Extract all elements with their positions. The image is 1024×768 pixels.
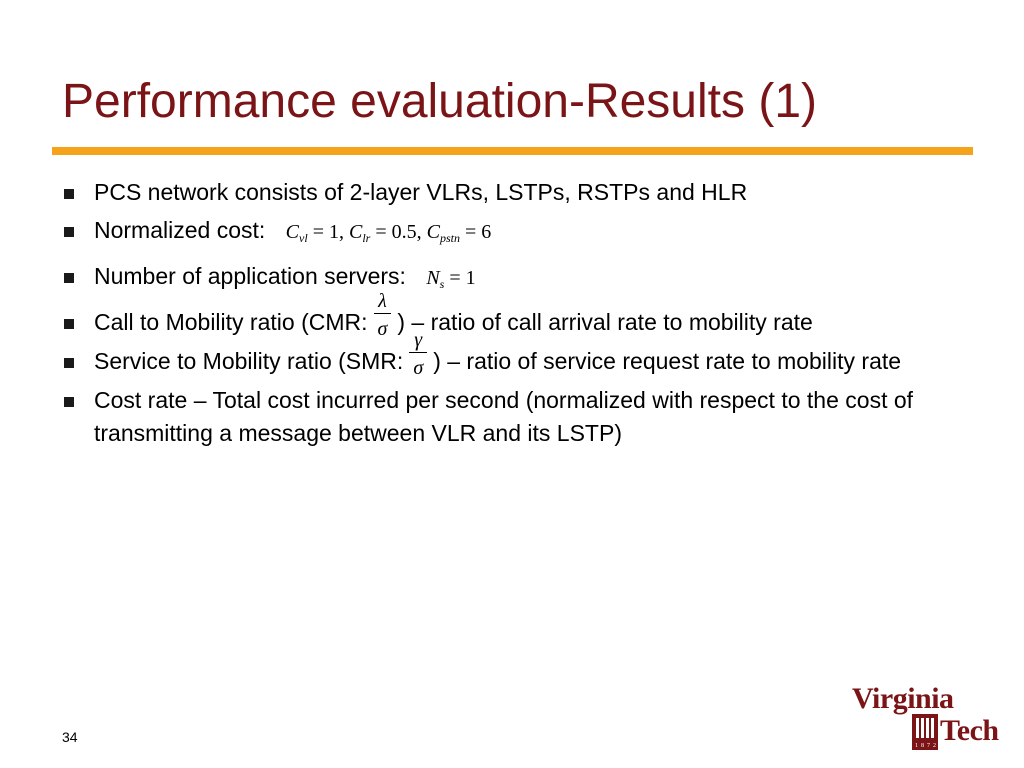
bullet-square-icon bbox=[64, 227, 74, 237]
logo-digit-3: 7 bbox=[927, 743, 930, 749]
logo-digit-2: 8 bbox=[921, 743, 924, 749]
bullet-normalized-cost: Normalized cost: Cvl = 1, Clr = 0.5, Cps… bbox=[62, 214, 962, 255]
bullet-text-before: Call to Mobility ratio (CMR: bbox=[94, 309, 368, 335]
logo-word-virginia: Virginia bbox=[852, 682, 954, 715]
c-pstn-value: = 6 bbox=[464, 221, 492, 243]
c-vl-symbol: C bbox=[285, 221, 300, 243]
bullet-text: Normalized cost: bbox=[94, 217, 266, 243]
c-lr-value: = 0.5, bbox=[375, 221, 422, 243]
page-number: 34 bbox=[62, 729, 78, 745]
servers-formula: Ns = 1 bbox=[426, 267, 476, 291]
bullet-text: Cost rate – Total cost incurred per seco… bbox=[94, 386, 914, 446]
virginia-tech-logo: Virginia 1 8 7 2 Tech bbox=[852, 682, 1012, 754]
logo-digit-4: 2 bbox=[933, 743, 936, 749]
bullet-application-servers: Number of application servers: Ns = 1 bbox=[62, 260, 962, 301]
title-divider bbox=[52, 147, 973, 155]
sigma-denominator: σ bbox=[413, 356, 424, 379]
bullet-square-icon bbox=[64, 319, 74, 329]
c-vl-value: = 1, bbox=[312, 221, 344, 243]
logo-word-tech: Tech bbox=[940, 714, 999, 747]
lambda-numerator: λ bbox=[378, 289, 387, 312]
bullet-list: PCS network consists of 2-layer VLRs, LS… bbox=[62, 176, 962, 455]
fraction-bar bbox=[409, 351, 428, 353]
bullet-square-icon bbox=[64, 396, 74, 407]
bullet-text-after: ) – ratio of call arrival rate to mobili… bbox=[397, 309, 813, 335]
c-lr-subscript: lr bbox=[362, 231, 371, 245]
logo-building-icon: 1 8 7 2 bbox=[912, 714, 938, 750]
n-value: = 1 bbox=[449, 267, 476, 289]
c-pstn-subscript: pstn bbox=[439, 231, 460, 245]
fraction-bar bbox=[373, 312, 392, 314]
n-subscript: s bbox=[439, 277, 445, 291]
bullet-square-icon bbox=[64, 357, 74, 368]
bullet-text-after: ) – ratio of service request rate to mob… bbox=[433, 347, 902, 374]
bullet-network: PCS network consists of 2-layer VLRs, LS… bbox=[62, 176, 962, 209]
c-pstn-symbol: C bbox=[426, 221, 440, 243]
bullet-cmr: Call to Mobility ratio (CMR: λ σ) – ratio … bbox=[62, 290, 962, 340]
sigma-denominator: σ bbox=[377, 317, 388, 340]
normalized-cost-formula: Cvl = 1, Clr = 0.5, Cpstn = 6 bbox=[285, 221, 492, 245]
gamma-numerator: γ bbox=[414, 328, 423, 351]
bullet-text-before: Service to Mobility ratio (SMR: bbox=[94, 347, 404, 374]
n-symbol: N bbox=[426, 267, 440, 289]
logo-digit-1: 1 bbox=[915, 743, 918, 749]
bullet-smr: Service to Mobility ratio (SMR: γ σ) – rat… bbox=[62, 329, 962, 379]
bullet-text: Number of application servers: bbox=[94, 263, 406, 289]
c-vl-subscript: vl bbox=[299, 231, 308, 245]
bullet-square-icon bbox=[64, 273, 74, 283]
bullet-text: PCS network consists of 2-layer VLRs, LS… bbox=[94, 179, 748, 205]
slide-title: Performance evaluation-Results (1) bbox=[62, 75, 817, 128]
bullet-square-icon bbox=[64, 189, 74, 199]
bullet-cost-rate: Cost rate – Total cost incurred per seco… bbox=[62, 384, 962, 450]
c-lr-symbol: C bbox=[348, 221, 363, 243]
